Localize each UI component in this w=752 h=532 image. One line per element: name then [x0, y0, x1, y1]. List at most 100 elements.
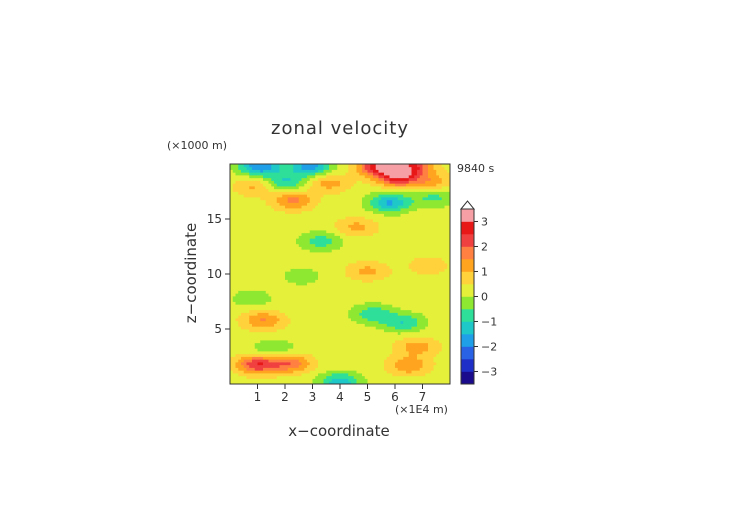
heatmap-cell [364, 298, 368, 302]
heatmap-cell [249, 186, 253, 190]
heatmap-cell [353, 202, 357, 206]
heatmap-cell [323, 232, 327, 236]
heatmap-cell [397, 243, 401, 247]
heatmap-cell [309, 370, 313, 374]
heatmap-cell [254, 276, 258, 280]
heatmap-cell [257, 320, 261, 324]
heatmap-cell [329, 188, 333, 192]
heatmap-cell [340, 194, 344, 198]
heatmap-cell [271, 210, 275, 214]
heatmap-cell [271, 318, 275, 322]
heatmap-cell [304, 208, 308, 212]
heatmap-cell [364, 315, 368, 319]
heatmap-cell [359, 326, 363, 330]
heatmap-cell [353, 257, 357, 261]
heatmap-cell [315, 216, 319, 220]
heatmap-cell [318, 334, 322, 338]
heatmap-cell [334, 238, 338, 242]
heatmap-cell [359, 320, 363, 324]
heatmap-cell [301, 216, 305, 220]
heatmap-cell [309, 164, 313, 168]
heatmap-cell [271, 169, 275, 173]
heatmap-cell [329, 177, 333, 181]
heatmap-cell [307, 180, 311, 184]
heatmap-cell [254, 166, 258, 170]
heatmap-cell [246, 180, 250, 184]
heatmap-cell [232, 320, 236, 324]
heatmap-cell [397, 367, 401, 371]
heatmap-cell [329, 199, 333, 203]
heatmap-cell [232, 373, 236, 377]
heatmap-cell [271, 301, 275, 305]
heatmap-cell [397, 166, 401, 170]
heatmap-cell [395, 186, 399, 190]
heatmap-cell [397, 202, 401, 206]
heatmap-cell [293, 312, 297, 316]
heatmap-cell [395, 362, 399, 366]
heatmap-cell [367, 320, 371, 324]
heatmap-cell [271, 271, 275, 275]
heatmap-cell [386, 243, 390, 247]
heatmap-cell [235, 287, 239, 291]
heatmap-cell [307, 285, 311, 289]
heatmap-cell [243, 351, 247, 355]
heatmap-cell [370, 257, 374, 261]
heatmap-cell [318, 197, 322, 201]
heatmap-cell [334, 186, 338, 190]
heatmap-cell [298, 191, 302, 195]
heatmap-cell [384, 359, 388, 363]
heatmap-cell [356, 208, 360, 212]
heatmap-cell [378, 249, 382, 253]
heatmap-cell [282, 373, 286, 377]
heatmap-cell [337, 254, 341, 258]
heatmap-cell [331, 243, 335, 247]
heatmap-cell [260, 304, 264, 308]
heatmap-cell [312, 205, 316, 209]
heatmap-cell [356, 293, 360, 297]
heatmap-cell [348, 367, 352, 371]
heatmap-cell [384, 282, 388, 286]
heatmap-cell [241, 241, 245, 245]
heatmap-cell [285, 381, 289, 385]
heatmap-cell [370, 219, 374, 223]
heatmap-cell [326, 252, 330, 256]
heatmap-cell [320, 265, 324, 269]
heatmap-cell [263, 172, 267, 176]
heatmap-cell [298, 227, 302, 231]
heatmap-cell [359, 301, 363, 305]
heatmap-cell [397, 216, 401, 220]
heatmap-cell [362, 194, 366, 198]
heatmap-cell [238, 320, 242, 324]
heatmap-cell [373, 227, 377, 231]
heatmap-cell [252, 364, 256, 368]
heatmap-cell [362, 315, 366, 319]
heatmap-cell [238, 364, 242, 368]
heatmap-cell [389, 260, 393, 264]
heatmap-cell [312, 287, 316, 291]
heatmap-cell [276, 186, 280, 190]
heatmap-cell [367, 241, 371, 245]
heatmap-cell [370, 279, 374, 283]
heatmap-cell [279, 169, 283, 173]
heatmap-cell [296, 254, 300, 258]
heatmap-cell [364, 205, 368, 209]
heatmap-cell [265, 375, 269, 379]
heatmap-cell [279, 290, 283, 294]
heatmap-cell [271, 285, 275, 289]
heatmap-cell [386, 252, 390, 256]
heatmap-cell [263, 334, 267, 338]
heatmap-cell [232, 331, 236, 335]
heatmap-cell [386, 268, 390, 272]
heatmap-cell [238, 249, 242, 253]
heatmap-cell [252, 180, 256, 184]
heatmap-cell [274, 227, 278, 231]
heatmap-cell [271, 166, 275, 170]
heatmap-cell [257, 353, 261, 357]
heatmap-cell [238, 309, 242, 313]
heatmap-cell [263, 260, 267, 264]
heatmap-cell [326, 315, 330, 319]
heatmap-cell [268, 301, 272, 305]
heatmap-cell [378, 315, 382, 319]
heatmap-cell [378, 342, 382, 346]
heatmap-cell [296, 172, 300, 176]
